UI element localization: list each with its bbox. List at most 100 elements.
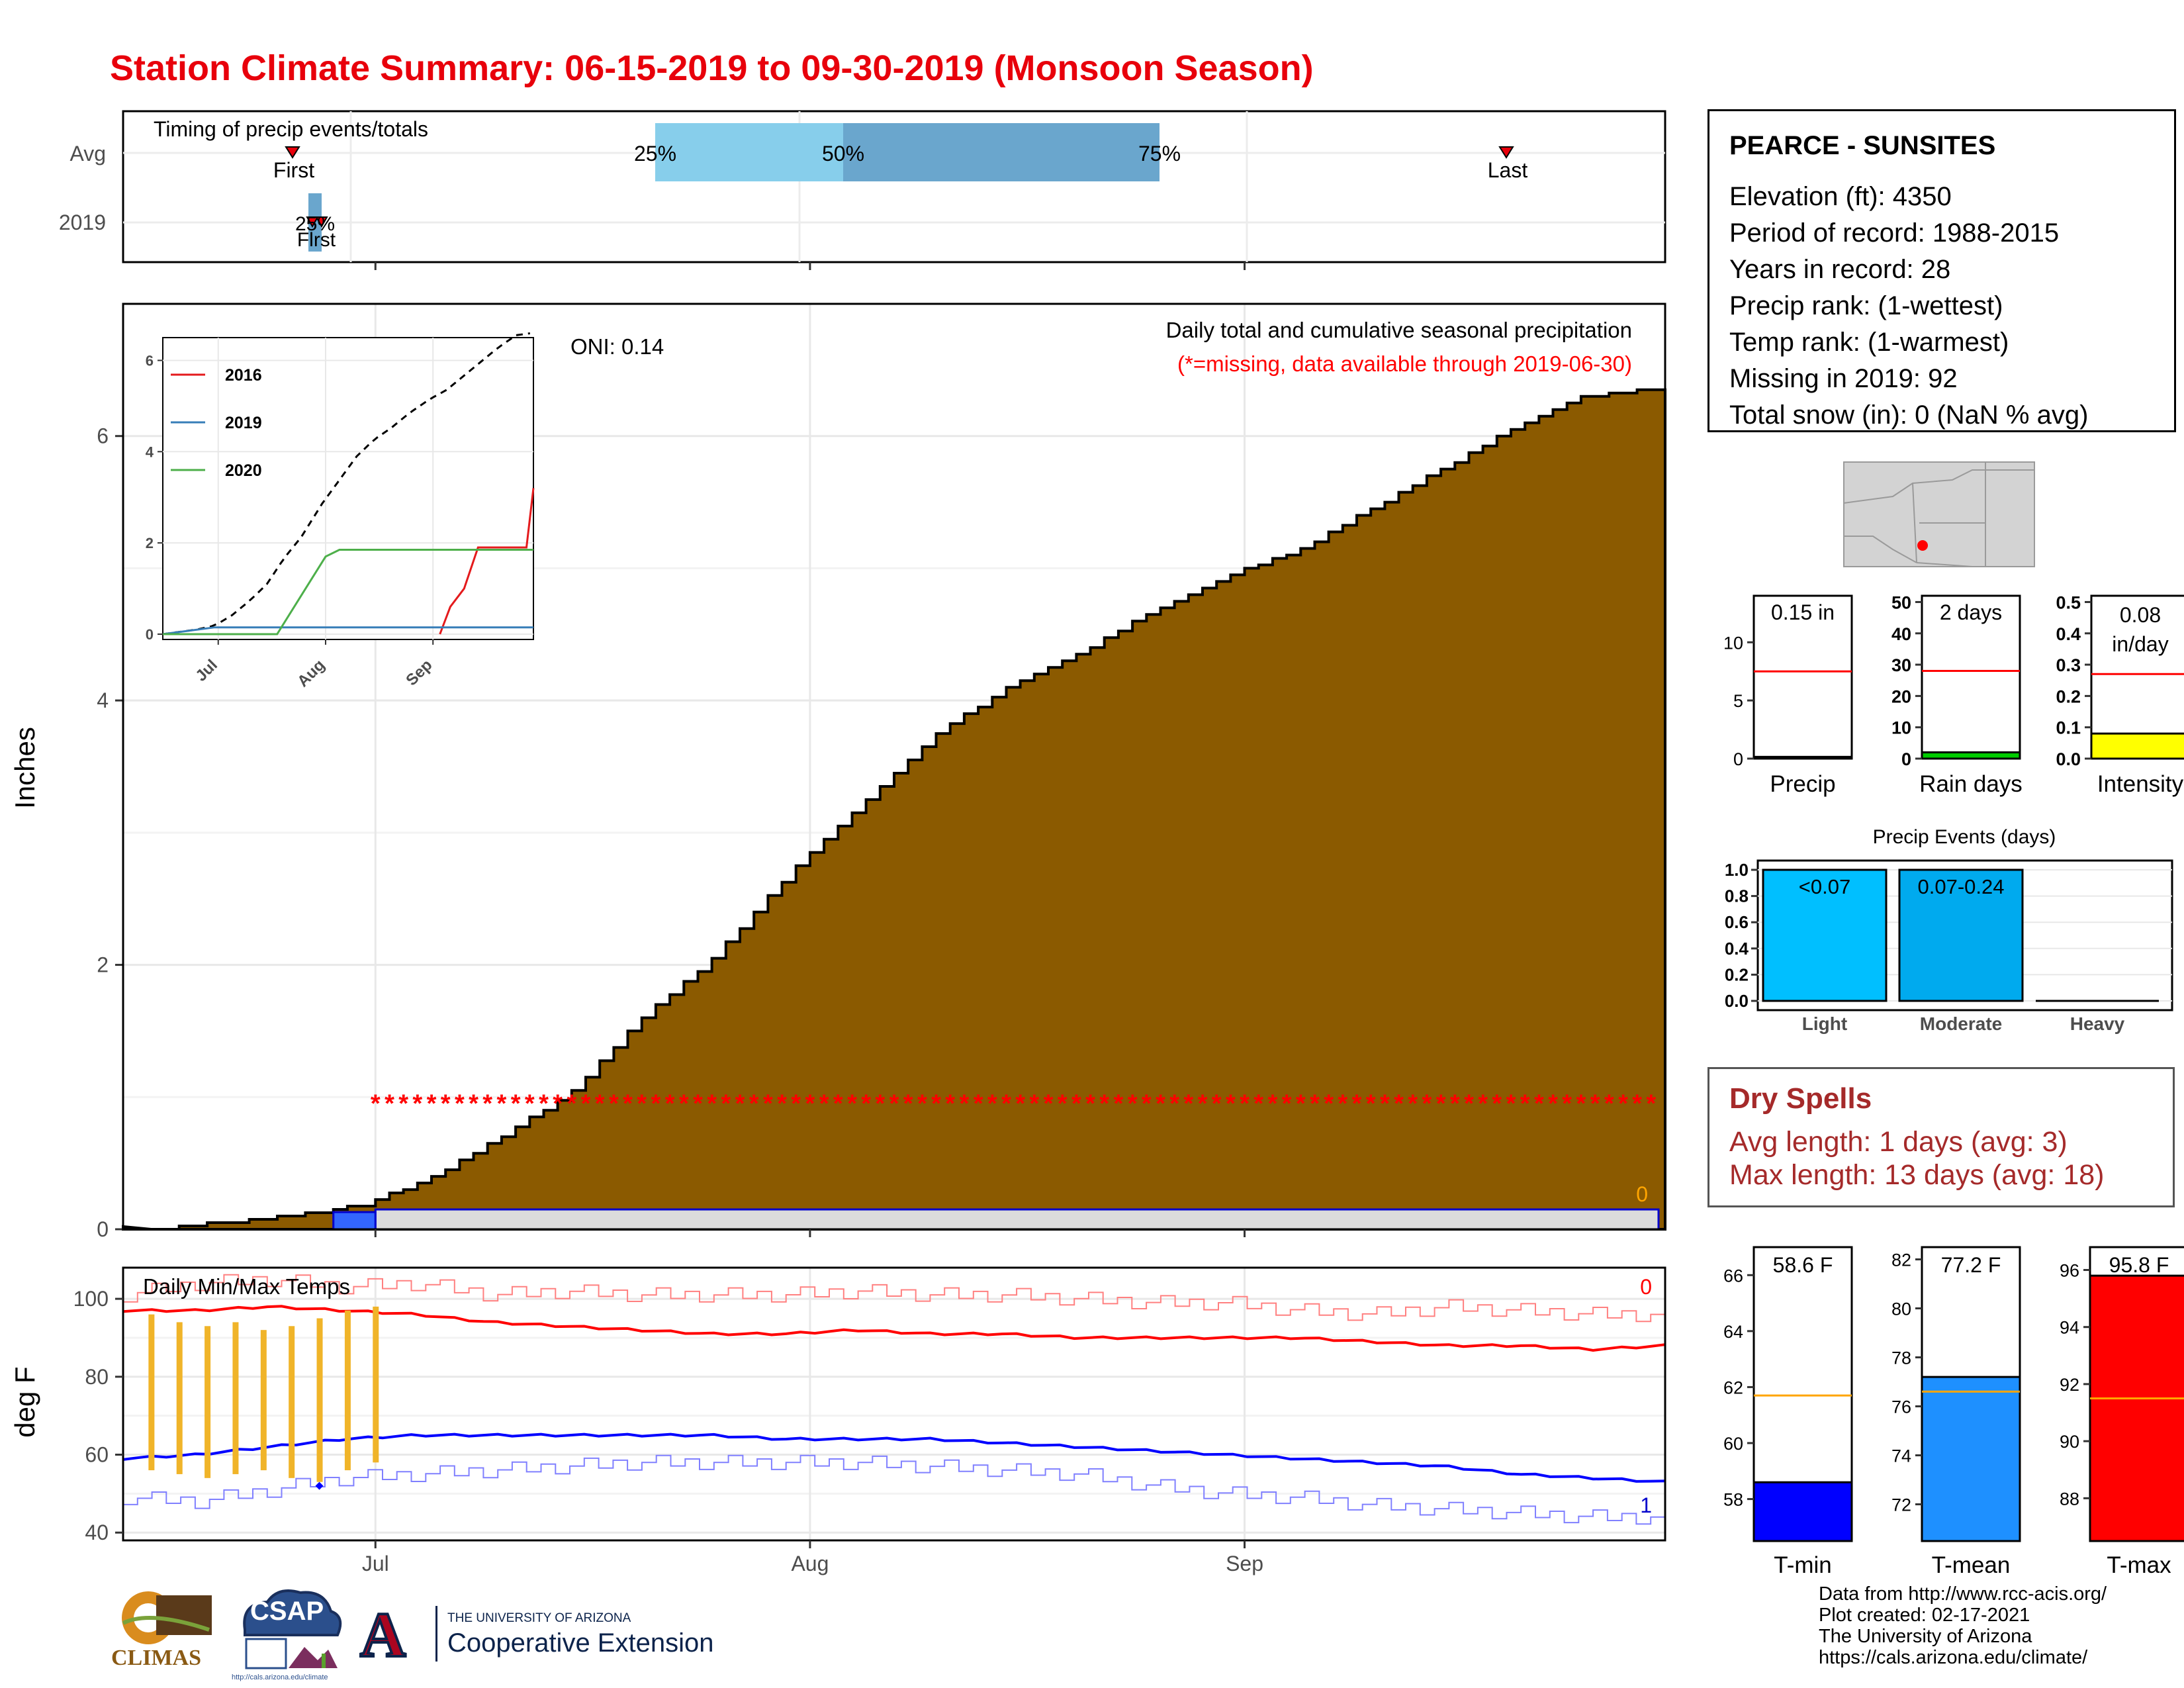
missing-marker: *: [1478, 1090, 1488, 1117]
inset-y-label: 4: [146, 444, 154, 460]
mini-y-tick-label: 20: [1891, 686, 1911, 706]
missing-marker: *: [1029, 1090, 1039, 1117]
events-x-label: Light: [1802, 1013, 1847, 1034]
y-tick-label: 2: [97, 953, 109, 977]
missing-marker: *: [511, 1090, 521, 1117]
obs-temp-range: [344, 1310, 351, 1471]
missing-marker: *: [819, 1090, 829, 1117]
missing-marker: *: [987, 1090, 997, 1117]
missing-marker: *: [1099, 1090, 1109, 1117]
station-temp-rank: Temp rank: (1-warmest): [1729, 328, 2009, 357]
ua-small-text: THE UNIVERSITY OF ARIZONA: [447, 1611, 631, 1625]
temp-bar-y-label: 78: [1891, 1348, 1911, 1368]
missing-marker: *: [539, 1090, 549, 1117]
events-y-tick-label: 0.4: [1725, 939, 1749, 959]
page-title: Station Climate Summary: 06-15-2019 to 0…: [110, 48, 1314, 88]
y-tick-label: 4: [97, 688, 109, 712]
missing-marker: *: [1548, 1090, 1558, 1117]
missing-marker: *: [469, 1090, 478, 1117]
inset-series-2019: [162, 626, 533, 635]
missing-marker: *: [1394, 1090, 1404, 1117]
missing-marker: *: [1366, 1090, 1376, 1117]
mini-bar-value-label: 0.15 in: [1771, 600, 1835, 624]
mini-bar-value: [2090, 732, 2184, 760]
missing-marker: *: [693, 1090, 703, 1117]
missing-marker: *: [889, 1090, 899, 1117]
missing-marker: *: [1436, 1090, 1446, 1117]
temp-x-tick-label: Sep: [1226, 1552, 1263, 1575]
temp-bar-t-max: [2089, 1274, 2184, 1542]
temp-bar-label: T-max: [2107, 1552, 2171, 1578]
missing-marker: *: [1646, 1090, 1656, 1117]
missing-marker: *: [637, 1090, 647, 1117]
missing-marker: *: [833, 1090, 843, 1117]
temp-bar-y-label: 62: [1723, 1378, 1743, 1397]
mini-y-tick-label: 0.2: [2056, 686, 2081, 706]
dry-spells-avg: Avg length: 1 days (avg: 3): [1729, 1126, 2068, 1158]
obs-temp-range: [316, 1318, 323, 1482]
missing-marker: *: [1506, 1090, 1516, 1117]
mini-y-tick-label: 0.0: [2056, 749, 2081, 769]
missing-marker: *: [1169, 1090, 1179, 1117]
missing-marker: *: [1240, 1090, 1250, 1117]
inset-legend-label: 2019: [225, 414, 262, 432]
first-marker-2019: [306, 216, 319, 228]
main-y-axis: 0 2 4 6: [97, 424, 123, 1241]
missing-marker: *: [398, 1090, 408, 1117]
temp-grid: [123, 1268, 1665, 1540]
missing-marker: *: [1450, 1090, 1460, 1117]
inset-legend-label: 2020: [225, 461, 262, 480]
events-x-label: Moderate: [1920, 1013, 2002, 1034]
ua-a-logo: A: [359, 1598, 407, 1671]
mini-y-tick-label: 40: [1891, 624, 1911, 644]
missing-marker: *: [1576, 1090, 1586, 1117]
events-y-tick-label: 0.2: [1725, 964, 1749, 984]
missing-note: (*=missing, data available through 2019-…: [1177, 352, 1632, 376]
missing-marker: *: [805, 1090, 815, 1117]
temp-y-tick-label: 100: [73, 1287, 109, 1311]
missing-markers: * * * * * * * * * * * * * * * * * * * * * * * * * * * * * * * * * * * * * * * *…: [371, 1090, 1657, 1117]
temp-bar-label: T-min: [1774, 1552, 1832, 1578]
temp-y-tick-label: 40: [85, 1521, 109, 1544]
temp-bar-value-label: 58.6 F: [1773, 1253, 1833, 1277]
missing-marker: *: [974, 1090, 983, 1117]
events-y-tick-label: 0.6: [1725, 912, 1749, 932]
temp-bar-value-label: 95.8 F: [2109, 1253, 2169, 1277]
inset-y-label: 2: [146, 535, 154, 551]
missing-marker: *: [427, 1090, 437, 1117]
first-label-avg: First: [273, 158, 314, 182]
missing-marker: *: [1058, 1090, 1068, 1117]
timing-panel: Timing of precip events/totals Avg 2019 …: [59, 110, 1666, 263]
overlap-first-label: Flrst: [297, 229, 336, 251]
precip-events-chart: Precip Events (days) 0.0 0.2 0.4 0.6 0.8 1.0 <0…: [1725, 826, 2173, 1034]
missing-marker: *: [525, 1090, 535, 1117]
mini-bar-label: Intensity: [2097, 771, 2184, 797]
temp-bar-label: T-mean: [1932, 1552, 2011, 1578]
missing-marker: *: [1380, 1090, 1390, 1117]
timing-50-75-bar: [843, 123, 1160, 181]
timing-label: Timing of precip events/totals: [154, 117, 428, 141]
temp-bar-y-label: 74: [1891, 1446, 1911, 1466]
ua-cooperative-extension-logo: A THE UNIVERSITY OF ARIZONA Cooperative …: [357, 1598, 741, 1671]
mini-y-tick-label: 30: [1891, 655, 1911, 675]
missing-marker: *: [777, 1090, 787, 1117]
missing-marker: *: [1464, 1090, 1474, 1117]
temp-bar-y-label: 94: [2060, 1318, 2079, 1338]
temp-bar-y-label: 92: [2060, 1375, 2079, 1395]
temp-bar-y-label: 60: [1723, 1434, 1743, 1454]
obs-temp-range: [205, 1326, 211, 1478]
missing-marker: *: [1618, 1090, 1628, 1117]
y-tick-label: 6: [97, 424, 109, 448]
mini-y-tick-label: 10: [1891, 718, 1911, 738]
missing-marker: *: [1128, 1090, 1138, 1117]
missing-count-label: 0: [1636, 1182, 1648, 1206]
inset-grid: [163, 338, 533, 639]
temp-line-record-min: [123, 1454, 1666, 1525]
temp-max-count: 0: [1640, 1275, 1652, 1299]
obs-temp-range: [148, 1314, 155, 1471]
events-x-label: Heavy: [2070, 1013, 2125, 1034]
missing-marker: *: [455, 1090, 465, 1117]
mini-bar-label: Rain days: [1919, 771, 2023, 797]
missing-marker: *: [1114, 1090, 1124, 1117]
mini-bar-value: [1752, 755, 1853, 760]
